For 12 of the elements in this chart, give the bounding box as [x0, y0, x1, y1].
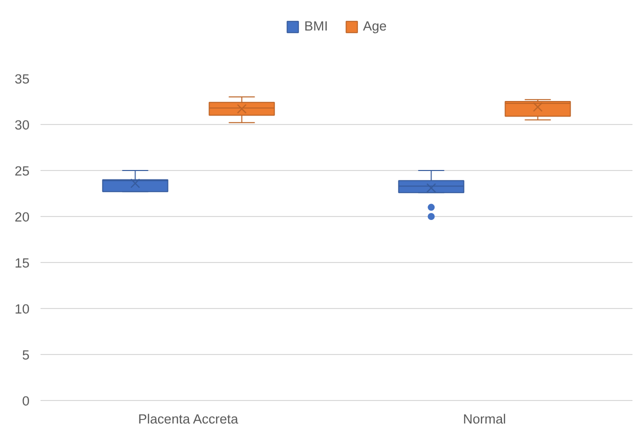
y-tick-label: 15 [14, 256, 30, 270]
legend-label: BMI [304, 18, 328, 34]
x-tick-label: Placenta Accreta [138, 412, 239, 426]
y-tick-label: 0 [22, 394, 30, 408]
legend-label: Age [362, 18, 387, 34]
y-tick-label: 25 [14, 164, 30, 178]
y-tick-label: 5 [22, 348, 30, 362]
y-tick-label: 35 [14, 72, 30, 86]
x-tick-label: Normal [463, 412, 506, 426]
y-tick-label: 20 [14, 210, 30, 224]
y-tick-label: 30 [14, 118, 30, 132]
y-tick-label: 10 [14, 302, 30, 316]
